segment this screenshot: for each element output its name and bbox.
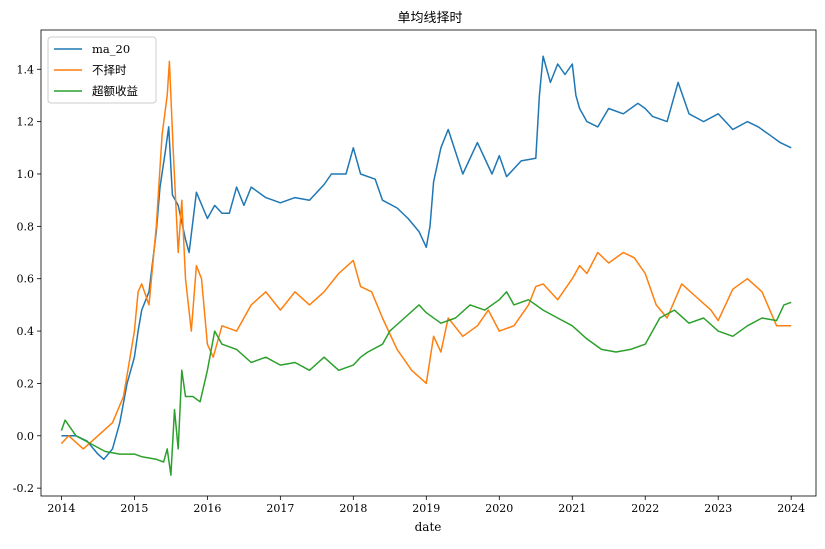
series-line-0 xyxy=(61,55,792,461)
x-tick-label: 2014 xyxy=(47,502,75,515)
y-tick-label: 1.0 xyxy=(17,168,35,181)
x-tick-label: 2021 xyxy=(558,502,586,515)
x-tick-label: 2015 xyxy=(120,502,148,515)
series-line-2 xyxy=(60,291,792,476)
x-tick-label: 2024 xyxy=(777,502,805,515)
x-axis-title: date xyxy=(415,520,442,534)
x-tick-label: 2019 xyxy=(412,502,440,515)
legend-label: 超额收益 xyxy=(92,84,138,98)
y-tick-label: 0.0 xyxy=(17,430,35,443)
x-tick-label: 2020 xyxy=(485,502,513,515)
y-tick-label: 0.6 xyxy=(17,273,35,286)
x-axis: 2014 2015 2016 2017 2018 2019 2020 2021 2022 2023… xyxy=(47,496,805,515)
x-tick-label: 2023 xyxy=(704,502,732,515)
y-tick-label: 1.4 xyxy=(17,63,35,76)
y-tick-label: -0.2 xyxy=(13,482,34,495)
chart-title: 单均线择时 xyxy=(397,11,462,26)
y-axis: -0.2 0.0 0.2 0.4 0.6 0.8 1.0 1.2 1.4 xyxy=(13,63,41,495)
legend-box xyxy=(47,36,157,104)
y-tick-label: 1.2 xyxy=(17,116,35,129)
x-tick-label: 2018 xyxy=(339,502,367,515)
series-layer xyxy=(60,55,792,476)
legend-label: ma_20 xyxy=(92,42,130,56)
series-line-1 xyxy=(60,60,792,450)
y-tick-label: 0.4 xyxy=(17,325,35,338)
legend-label: 不择时 xyxy=(92,63,127,77)
x-tick-label: 2022 xyxy=(631,502,659,515)
y-tick-label: 0.2 xyxy=(17,377,35,390)
x-tick-label: 2016 xyxy=(193,502,221,515)
plot-frame xyxy=(40,29,817,497)
y-tick-label: 0.8 xyxy=(17,220,35,233)
x-tick-label: 2017 xyxy=(266,502,294,515)
